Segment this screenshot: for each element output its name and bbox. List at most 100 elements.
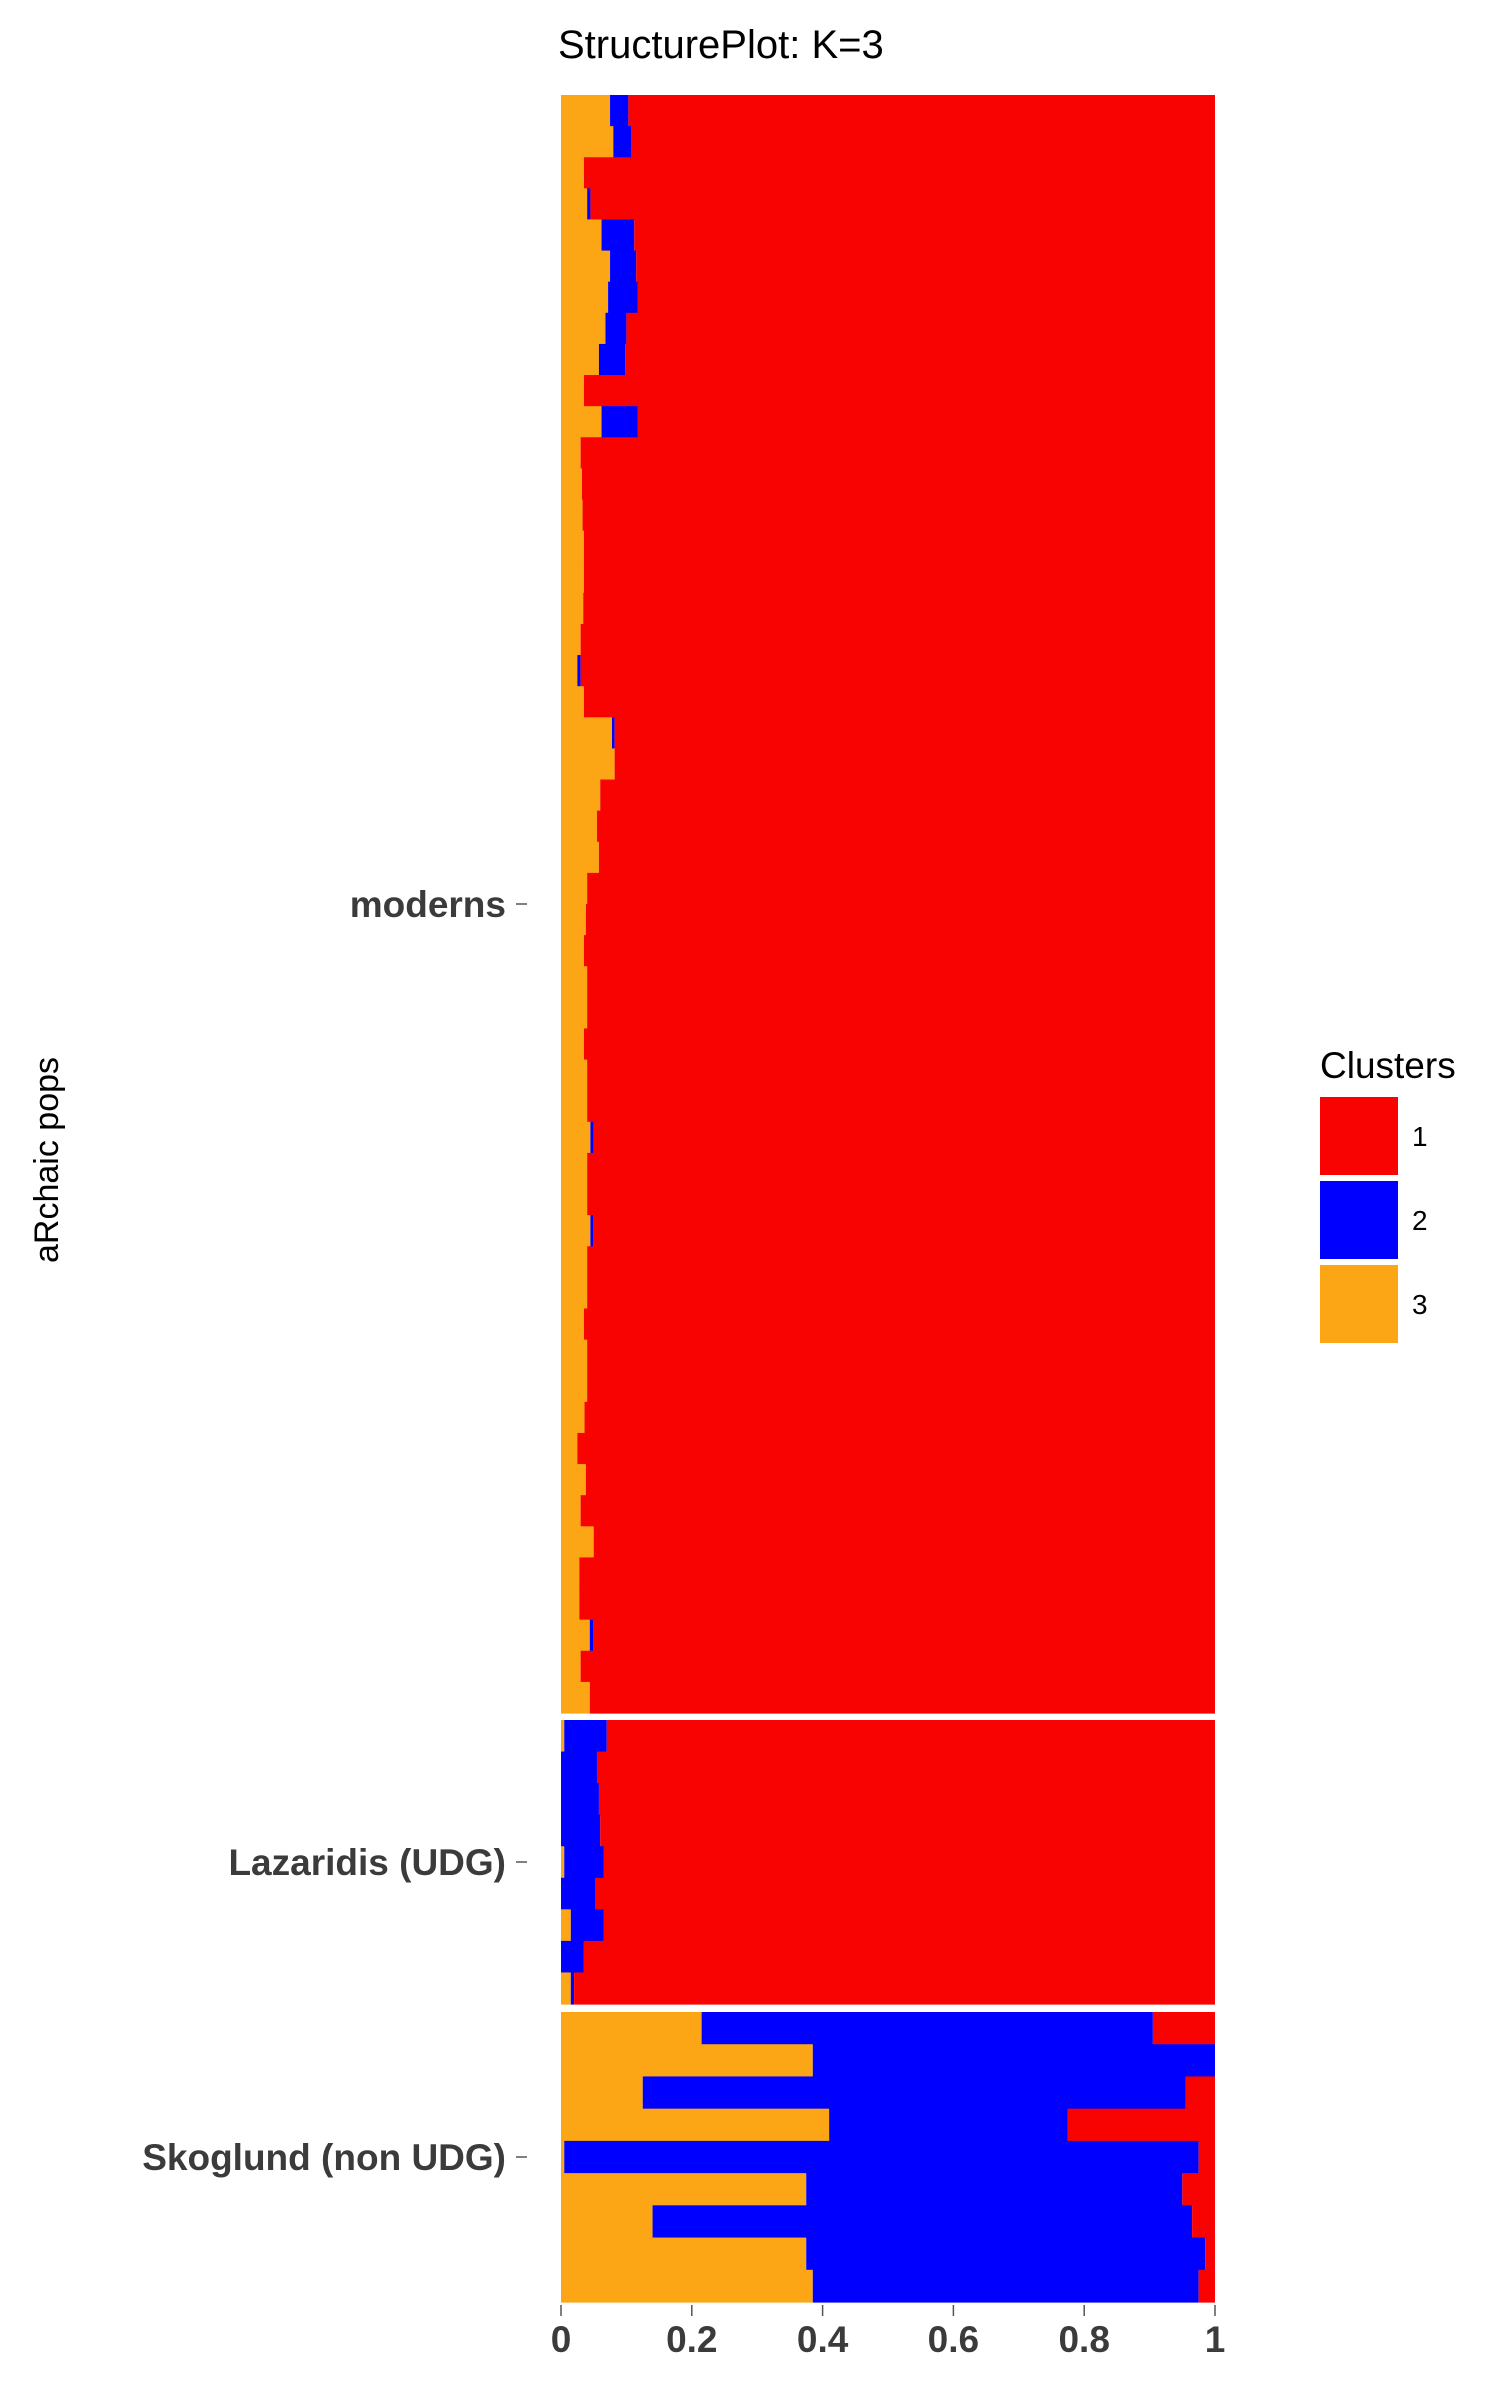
cluster-3-bar — [561, 406, 602, 438]
cluster-1-bar — [577, 1432, 1215, 1465]
cluster-1-bar — [1067, 2108, 1215, 2142]
cluster-1-bar — [587, 1370, 1215, 1403]
x-tick-label: 0.6 — [928, 2319, 979, 2360]
y-axis-label: aRchaic pops — [28, 1057, 66, 1263]
cluster-2-bar — [561, 1877, 596, 1910]
cluster-1-bar — [636, 250, 1215, 283]
cluster-3-bar — [561, 499, 583, 532]
cluster-3-bar — [561, 250, 611, 283]
cluster-3-bar — [561, 1526, 594, 1559]
cluster-1-bar — [584, 1401, 1215, 1434]
cluster-3-bar — [561, 2044, 813, 2078]
cluster-2-bar — [806, 2173, 1183, 2206]
cluster-3-bar — [561, 2205, 653, 2239]
cluster-3-bar — [561, 437, 581, 469]
legend-label: 3 — [1412, 1289, 1428, 1320]
cluster-1-bar — [598, 1783, 1215, 1816]
cluster-1-bar — [590, 188, 1215, 221]
cluster-1-bar — [583, 157, 1215, 189]
cluster-2-bar — [564, 1846, 604, 1879]
cluster-2-bar — [598, 343, 626, 376]
cluster-2-bar — [601, 406, 638, 438]
group-label: Skoglund (non UDG) — [142, 2137, 506, 2178]
cluster-3-bar — [561, 1972, 571, 2005]
cluster-2-bar — [590, 1121, 594, 1154]
cluster-3-bar — [561, 126, 614, 158]
x-tick-label: 0 — [551, 2319, 572, 2360]
cluster-1-bar — [585, 904, 1215, 936]
cluster-1-bar — [587, 1059, 1215, 1092]
group-label: Lazaridis (UDG) — [228, 1842, 506, 1883]
x-axis: 0 0.2 0.4 0.6 0.8 1 — [551, 2305, 1226, 2360]
cluster-1-bar — [580, 1495, 1215, 1527]
cluster-1-bar — [600, 1814, 1215, 1847]
cluster-2-bar — [601, 219, 635, 252]
cluster-1-bar — [587, 997, 1215, 1030]
x-tick-label: 1 — [1205, 2319, 1226, 2360]
legend-title: Clusters — [1320, 1045, 1456, 1086]
cluster-1-bar — [583, 1940, 1215, 1974]
cluster-1-bar — [614, 748, 1215, 781]
cluster-1-bar — [585, 1464, 1215, 1496]
cluster-1-bar — [1198, 2269, 1215, 2303]
cluster-1-bar — [593, 1526, 1215, 1559]
cluster-3-bar — [561, 375, 584, 407]
cluster-3-bar — [561, 2173, 807, 2206]
cluster-2-bar — [642, 2076, 1186, 2110]
cluster-1-bar — [634, 219, 1215, 252]
cluster-3-bar — [561, 1464, 586, 1496]
cluster-2-bar — [564, 1720, 607, 1753]
cluster-1-bar — [587, 1277, 1215, 1310]
cluster-1-bar — [598, 841, 1215, 874]
cluster-3-bar — [561, 1370, 588, 1403]
legend: Clusters 1 2 3 — [1320, 1045, 1456, 1343]
legend-swatch — [1320, 1097, 1398, 1175]
cluster-1-bar — [600, 779, 1215, 812]
cluster-1-bar — [630, 126, 1215, 158]
cluster-3-bar — [561, 1246, 588, 1278]
cluster-1-bar — [579, 1557, 1215, 1590]
cluster-1-bar — [587, 966, 1215, 998]
cluster-1-bar — [626, 312, 1215, 345]
cluster-1-bar — [593, 1121, 1215, 1154]
cluster-3-bar — [561, 2076, 643, 2110]
panel-2 — [561, 1720, 1215, 2005]
cluster-3-bar — [561, 1339, 588, 1372]
cluster-2-bar — [561, 1751, 597, 1784]
cluster-1-bar — [579, 1588, 1215, 1621]
cluster-1-bar — [603, 1909, 1215, 1942]
cluster-1-bar — [1198, 2140, 1215, 2174]
cluster-2-bar — [806, 2237, 1206, 2271]
cluster-2-bar — [564, 2140, 1199, 2174]
cluster-1-bar — [1185, 2076, 1215, 2110]
cluster-1-bar — [587, 872, 1215, 905]
cluster-3-bar — [561, 281, 609, 314]
cluster-3-bar — [561, 1495, 581, 1527]
cluster-3-bar — [561, 312, 606, 345]
cluster-1-bar — [614, 717, 1215, 750]
cluster-1-bar — [583, 530, 1215, 563]
cluster-3-bar — [561, 1619, 590, 1652]
cluster-2-bar — [590, 1215, 594, 1247]
cluster-1-bar — [1152, 2012, 1215, 2045]
panel-1 — [561, 95, 1215, 1714]
cluster-1-bar — [606, 1720, 1215, 1753]
cluster-1-bar — [596, 1751, 1215, 1784]
cluster-3-bar — [561, 1121, 591, 1154]
cluster-2-bar — [577, 655, 581, 687]
cluster-2-bar — [610, 250, 637, 283]
cluster-3-bar — [561, 1681, 590, 1714]
cluster-1-bar — [593, 1215, 1215, 1247]
group-label: moderns — [350, 884, 506, 925]
cluster-3-bar — [561, 1401, 585, 1434]
cluster-1-bar — [580, 1650, 1215, 1683]
x-tick-label: 0.8 — [1058, 2319, 1109, 2360]
cluster-2-bar — [701, 2012, 1153, 2045]
cluster-3-bar — [561, 966, 588, 998]
cluster-3-bar — [561, 686, 584, 718]
legend-label: 1 — [1412, 1121, 1428, 1152]
cluster-2-bar — [613, 126, 631, 158]
cluster-3-bar — [561, 188, 588, 221]
cluster-3-bar — [561, 748, 615, 781]
